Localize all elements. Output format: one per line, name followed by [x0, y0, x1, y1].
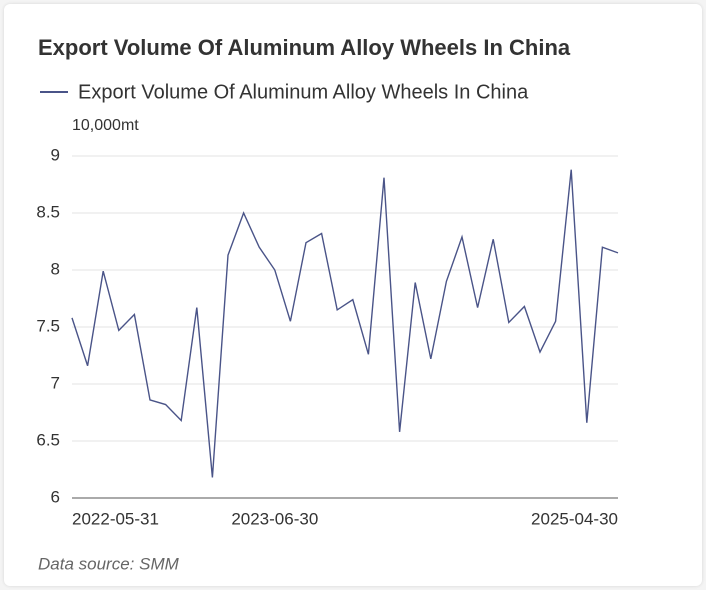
source: Data source: SMM: [38, 554, 180, 573]
y-tick-label: 6: [51, 487, 60, 506]
x-tick-label: 2025-04-30: [531, 509, 618, 528]
y-axis-label: 10,000mt: [72, 117, 139, 134]
y-tick-label: 9: [51, 145, 60, 164]
y-tick-label: 7: [51, 373, 60, 392]
y-tick-label: 8: [51, 259, 60, 278]
card: [4, 4, 702, 586]
x-tick-label: 2023-06-30: [231, 509, 318, 528]
chart-title: Export Volume Of Aluminum Alloy Wheels I…: [38, 35, 571, 60]
legend-label: Export Volume Of Aluminum Alloy Wheels I…: [78, 81, 529, 103]
line-series: [71, 169, 619, 478]
y-tick-label: 7.5: [36, 316, 60, 335]
x-tick-label: 2022-05-31: [72, 509, 159, 528]
y-tick-label: 6.5: [36, 430, 60, 449]
y-tick-label: 8.5: [36, 202, 60, 221]
